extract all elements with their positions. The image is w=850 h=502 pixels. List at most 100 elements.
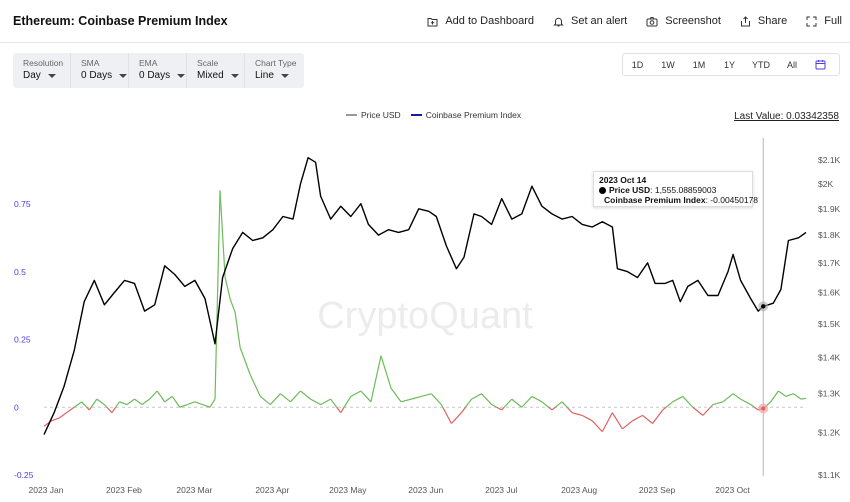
premium-line-segment <box>171 396 181 408</box>
premium-line-segment <box>73 401 83 408</box>
premium-line-segment <box>642 414 653 424</box>
premium-line-segment <box>86 406 90 411</box>
premium-line-segment <box>531 395 543 403</box>
premium-line-segment <box>421 393 432 397</box>
premium-line-segment <box>566 406 573 414</box>
premium-line-segment <box>481 393 493 405</box>
top-bar: Ethereum: Coinbase Premium Index Add to … <box>0 0 850 43</box>
y-right-tick-label: $1.9K <box>818 204 841 214</box>
calendar-button[interactable] <box>815 59 826 70</box>
premium-line-segment <box>51 417 60 422</box>
premium-line-segment <box>106 406 113 414</box>
legend-price-usd[interactable]: Price USD <box>346 110 401 120</box>
range-selector: 1D 1W 1M 1Y YTD All <box>622 53 840 76</box>
price-hover-point <box>761 304 766 309</box>
last-value-link[interactable]: Last Value: 0.03342358 <box>734 111 839 122</box>
premium-line-segment <box>234 312 241 348</box>
premium-line-segment <box>111 406 117 414</box>
chevron-down-icon <box>47 74 56 78</box>
ema-select[interactable]: EMA 0 Days <box>129 53 187 88</box>
y-right-tick-label: $2.1K <box>818 155 841 165</box>
premium-line-segment <box>491 404 497 408</box>
y-left-tick-label: 0.5 <box>14 267 26 277</box>
x-tick-label: 2023 Jul <box>485 485 517 495</box>
y-right-tick-label: $1.1K <box>818 470 841 480</box>
premium-line-segment <box>442 406 452 424</box>
tooltip-premium-label: Coinbase Premium Index <box>604 195 706 205</box>
premium-line-segment <box>521 396 533 408</box>
premium-line-segment <box>126 398 135 406</box>
premium-line-segment <box>119 401 128 406</box>
y-left-tick-label: 0.25 <box>14 335 31 345</box>
bell-icon <box>553 17 564 26</box>
scale-value: Mixed <box>197 70 224 81</box>
chevron-down-icon <box>230 74 239 78</box>
premium-line-segment <box>380 355 392 389</box>
premium-line-segment <box>103 404 108 408</box>
premium-line-segment <box>96 398 105 406</box>
tooltip-date: 2023 Oct 14 <box>599 175 647 185</box>
scale-label: Scale <box>197 58 219 68</box>
y-left-tick-label: -0.25 <box>14 470 34 480</box>
range-1m-button[interactable]: 1M <box>692 59 706 70</box>
add-to-dashboard-label: Add to Dashboard <box>445 15 534 27</box>
x-tick-label: 2023 Mar <box>176 485 212 495</box>
premium-line-segment <box>320 398 331 406</box>
premium-line-segment <box>692 406 704 416</box>
premium-line-segment <box>179 403 188 408</box>
y-right-tick-label: $1.5K <box>818 319 841 329</box>
premium-line-segment <box>770 390 779 403</box>
share-icon <box>740 15 750 26</box>
x-tick-label: 2023 Oct <box>715 485 750 495</box>
share-button[interactable]: Share <box>740 11 787 31</box>
premium-line-segment <box>134 398 143 406</box>
legend-coinbase-premium[interactable]: Coinbase Premium Index <box>410 110 521 120</box>
range-1d-button[interactable]: 1D <box>631 59 644 70</box>
fullscreen-label: Full <box>824 15 842 27</box>
resolution-value: Day <box>23 70 41 81</box>
resolution-select[interactable]: Resolution Day <box>13 53 71 88</box>
add-to-dashboard-button[interactable]: Add to Dashboard <box>427 11 534 31</box>
sma-select[interactable]: SMA 0 Days <box>71 53 129 88</box>
range-ytd-button[interactable]: YTD <box>752 59 770 70</box>
screenshot-button[interactable]: Screenshot <box>646 11 721 31</box>
fullscreen-icon <box>806 16 817 26</box>
set-alert-button[interactable]: Set an alert <box>553 11 627 31</box>
premium-line-segment <box>503 398 513 408</box>
chart-type-select[interactable]: Chart Type Line <box>245 53 303 88</box>
premium-line-segment <box>58 412 67 419</box>
premium-line-segment <box>601 412 613 432</box>
share-label: Share <box>757 15 788 27</box>
premium-line-segment <box>750 404 755 408</box>
premium-line-segment <box>561 401 568 408</box>
premium-line-segment <box>66 406 75 414</box>
premium-line-segment <box>249 374 261 397</box>
premium-line-segment <box>229 298 236 313</box>
ema-value: 0 Days <box>139 70 171 81</box>
premium-line-segment <box>551 406 556 411</box>
range-all-button[interactable]: All <box>786 59 797 70</box>
premium-line-segment <box>652 409 664 424</box>
premium-line-segment <box>722 393 734 403</box>
premium-line-segment <box>785 393 794 397</box>
premium-line-segment <box>581 414 593 422</box>
legend-price-label: Price USD <box>361 110 401 120</box>
scale-select[interactable]: Scale Mixed <box>187 53 245 88</box>
premium-marker-icon <box>597 197 603 203</box>
premium-line-segment <box>411 395 422 400</box>
x-tick-label: 2023 May <box>329 485 367 495</box>
camera-icon <box>646 16 658 26</box>
range-1y-button[interactable]: 1Y <box>723 59 735 70</box>
watermark: CryptoQuant <box>317 295 533 337</box>
sma-value: 0 Days <box>81 70 113 81</box>
premium-line-segment <box>632 414 643 422</box>
premium-line-segment <box>330 398 338 408</box>
premium-line-segment <box>702 406 711 416</box>
premium-line-segment <box>239 347 251 375</box>
price-marker-icon <box>599 186 606 194</box>
premium-line-segment <box>672 395 684 403</box>
premium-line-segment <box>88 406 92 411</box>
fullscreen-button[interactable]: Full <box>806 11 842 31</box>
range-1w-button[interactable]: 1W <box>661 59 675 70</box>
